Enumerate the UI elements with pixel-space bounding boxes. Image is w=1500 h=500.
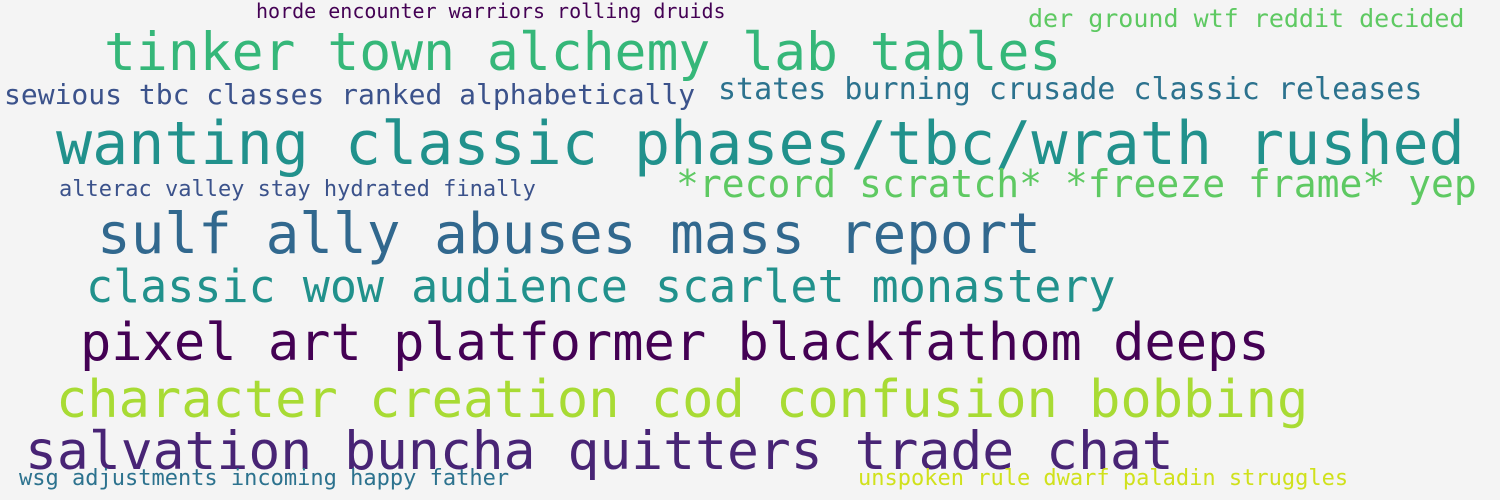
cloud-phrase: states burning crusade classic releases — [718, 72, 1423, 107]
cloud-phrase: horde encounter warriors rolling druids — [256, 0, 726, 23]
cloud-phrase: unspoken rule dwarf paladin struggles — [858, 466, 1349, 491]
cloud-phrase: character creation cod confusion bobbing — [56, 370, 1309, 430]
cloud-phrase: sewious tbc classes ranked alphabeticall… — [4, 78, 696, 111]
cloud-phrase: sulf ally abuses mass report — [97, 202, 1042, 267]
cloud-phrase: *record scratch* *freeze frame* yep — [676, 162, 1477, 206]
cloud-phrase: alterac valley stay hydrated finally — [59, 177, 536, 202]
cloud-phrase: tinker town alchemy lab tables — [104, 22, 1062, 83]
cloud-phrase: wanting classic phases/tbc/wrath rushed — [56, 109, 1465, 179]
cloud-phrase: classic wow audience scarlet monastery — [86, 260, 1116, 313]
cloud-phrase: wsg adjustments incoming happy father — [19, 466, 510, 491]
cloud-phrase: pixel art platformer blackfathom deeps — [80, 313, 1270, 373]
cloud-phrase: salvation buncha quitters trade chat — [25, 421, 1174, 482]
cloud-phrase: der ground wtf reddit decided — [1028, 4, 1465, 33]
